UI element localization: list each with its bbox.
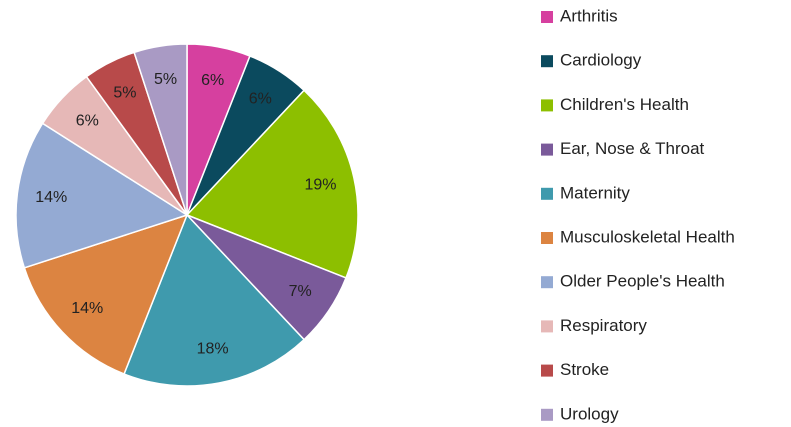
data-label: 6% (76, 113, 99, 130)
legend-swatch (541, 276, 553, 289)
legend-label: Respiratory (560, 316, 647, 335)
data-label: 7% (289, 283, 312, 300)
data-label: 5% (113, 84, 136, 101)
legend-swatch (541, 232, 553, 244)
legend-label: Musculoskeletal Health (560, 227, 735, 246)
legend-swatch (541, 55, 553, 68)
legend-swatch (541, 143, 553, 156)
legend-label: Children's Health (560, 95, 689, 114)
data-label: 6% (249, 91, 272, 108)
legend-swatch (541, 99, 553, 112)
legend-label: Stroke (560, 360, 609, 379)
pie-slice (15, 122, 189, 269)
legend-swatch (541, 187, 553, 200)
data-label: 14% (35, 189, 67, 206)
legend-label: Ear, Nose & Throat (560, 139, 705, 158)
data-label: 14% (71, 300, 103, 317)
legend-label: Urology (560, 404, 619, 423)
legend-swatch (541, 320, 553, 333)
legend-label: Older People's Health (560, 272, 725, 291)
data-label: 5% (154, 71, 177, 88)
data-label: 19% (304, 176, 336, 193)
pie-slice (123, 213, 306, 387)
legend-swatch (541, 364, 553, 377)
legend-swatch (541, 11, 553, 23)
data-label: 18% (197, 341, 229, 358)
legend-label: Maternity (560, 183, 630, 202)
legend-label: Arthritis (560, 6, 618, 25)
legend-label: Cardiology (560, 51, 642, 70)
pie-slice (185, 89, 359, 279)
legend-swatch (541, 408, 553, 421)
data-label: 6% (201, 72, 224, 89)
pie-slice (133, 43, 188, 216)
